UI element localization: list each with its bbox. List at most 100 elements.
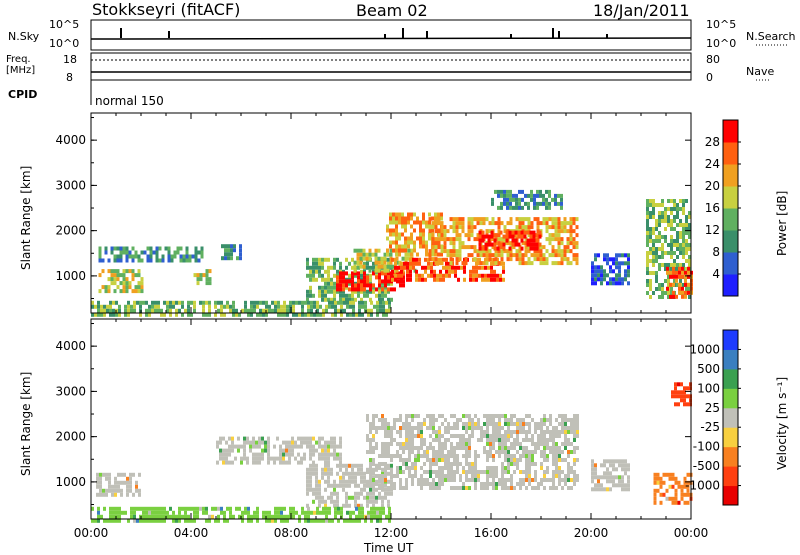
echo-cell <box>494 189 497 194</box>
echo-cell <box>363 271 366 276</box>
echo-cell <box>309 285 312 290</box>
echo-cell <box>475 273 478 278</box>
echo-cell <box>428 236 431 241</box>
echo-cell <box>113 281 117 286</box>
echo-cell <box>566 257 570 262</box>
echo-cell <box>113 258 117 263</box>
echo-cell <box>564 482 567 486</box>
echo-cell <box>667 263 670 267</box>
echo-cell <box>450 486 453 490</box>
echo-cell <box>282 460 285 465</box>
echo-cell <box>395 228 398 233</box>
echo-cell <box>354 491 357 496</box>
echo-cell <box>214 300 217 305</box>
echo-cell <box>456 418 459 422</box>
echo-cell <box>175 308 178 313</box>
echo-cell <box>106 518 109 523</box>
echo-cell <box>280 506 283 511</box>
echo-cell <box>219 452 222 457</box>
echo-cell <box>438 434 441 438</box>
echo-cell <box>369 446 372 450</box>
echo-cell <box>187 300 190 305</box>
echo-cell <box>685 215 688 219</box>
echo-cell <box>456 458 459 462</box>
echo-cell <box>381 482 384 486</box>
echo-cell <box>465 454 468 458</box>
echo-cell <box>447 478 450 482</box>
echo-cell <box>680 484 684 489</box>
echo-cell <box>494 249 498 254</box>
echo-cell <box>536 221 540 226</box>
echo-cell <box>433 277 436 282</box>
echo-cell <box>157 506 160 511</box>
echo-cell <box>506 257 510 262</box>
echo-cell <box>292 308 295 313</box>
echo-cell <box>375 495 378 500</box>
echo-cell <box>238 506 241 511</box>
echo-cell <box>497 249 501 254</box>
echo-cell <box>655 227 658 231</box>
echo-cell <box>396 466 399 470</box>
echo-cell <box>369 462 372 466</box>
echo-cell <box>371 252 375 257</box>
echo-cell <box>324 503 327 508</box>
ytick-label: 3000 <box>55 178 86 192</box>
echo-cell <box>342 271 345 276</box>
echo-cell <box>682 247 685 251</box>
echo-cell <box>393 486 396 490</box>
echo-cell <box>670 239 673 243</box>
echo-cell <box>459 438 462 442</box>
echo-cell <box>472 265 475 270</box>
echo-cell <box>402 486 405 490</box>
echo-cell <box>537 426 540 430</box>
echo-cell <box>652 239 655 243</box>
echo-cell <box>570 426 573 430</box>
echo-cell <box>507 434 510 438</box>
echo-cell <box>413 248 416 253</box>
echo-cell <box>575 253 579 258</box>
echo-cell <box>490 242 494 247</box>
echo-cell <box>345 283 348 288</box>
echo-cell <box>247 514 250 519</box>
echo-cell <box>324 281 327 286</box>
echo-cell <box>513 414 516 418</box>
echo-cell <box>516 430 519 434</box>
echo-cell <box>413 220 416 225</box>
echo-cell <box>388 518 391 523</box>
echo-cell <box>552 446 555 450</box>
echo-cell <box>484 277 487 282</box>
echo-cell <box>217 300 220 305</box>
echo-cell <box>327 452 330 457</box>
echo-cell <box>381 289 384 294</box>
echo-cell <box>678 290 681 295</box>
echo-cell <box>469 269 472 274</box>
echo-cell <box>367 510 370 515</box>
echo-cell <box>364 518 367 523</box>
echo-cell <box>360 289 363 294</box>
echo-cell <box>404 248 407 253</box>
echo-cell <box>555 454 558 458</box>
echo-cell <box>243 444 246 449</box>
echo-cell <box>132 492 135 497</box>
echo-cell <box>557 221 561 226</box>
echo-cell <box>391 277 394 282</box>
echo-cell <box>491 253 495 258</box>
echo-cell <box>452 229 456 234</box>
echo-cell <box>450 450 453 454</box>
echo-cell <box>486 414 489 418</box>
echo-cell <box>591 479 594 484</box>
echo-cell <box>450 414 453 418</box>
echo-cell <box>482 221 486 226</box>
echo-cell <box>569 221 573 226</box>
echo-cell <box>342 279 345 284</box>
echo-cell <box>107 269 111 274</box>
echo-cell <box>434 261 438 266</box>
echo-cell <box>333 436 336 441</box>
echo-cell <box>612 467 615 472</box>
echo-cell <box>597 475 600 480</box>
echo-cell <box>106 308 109 313</box>
echo-cell <box>379 304 382 309</box>
echo-cell <box>122 281 126 286</box>
echo-cell <box>688 259 691 263</box>
echo-cell <box>151 518 154 523</box>
